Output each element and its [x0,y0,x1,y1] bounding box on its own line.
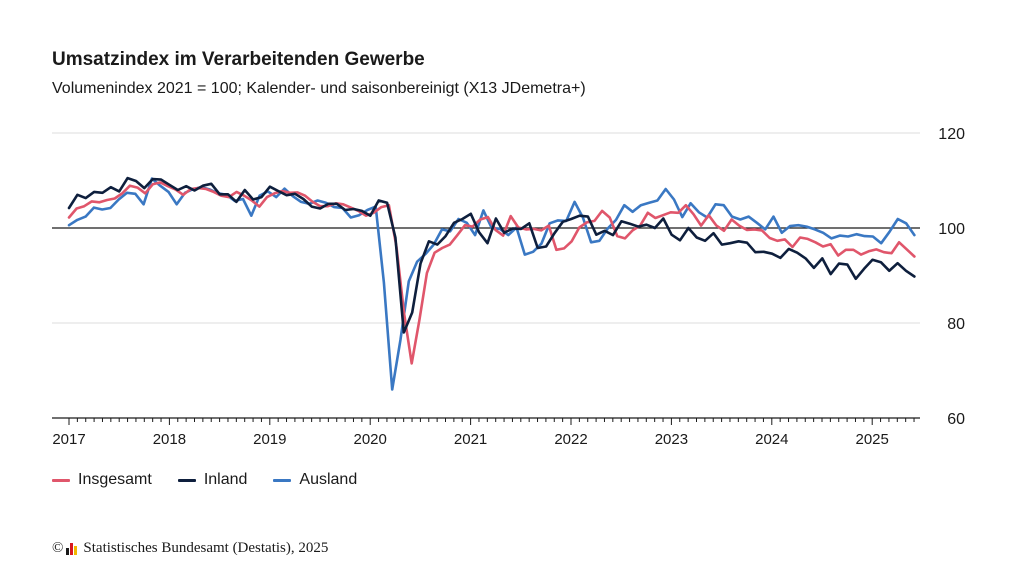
y-tick-label: 100 [938,221,965,238]
source-text: Statistisches Bundesamt (Destatis), 2025 [83,540,329,556]
y-tick-label: 60 [947,411,965,428]
legend-item-ausland[interactable]: Ausland [273,471,357,489]
chart-title: Umsatzindex im Verarbeitenden Gewerbe [52,49,425,70]
x-tick-label: 2021 [454,431,487,448]
copyright-symbol: © [52,540,64,556]
legend-label-insgesamt: Insgesamt [78,471,152,488]
chart-subtitle: Volumenindex 2021 = 100; Kalender- und s… [52,80,586,97]
destatis-logo-icon [66,542,78,555]
series-line-ausland [67,177,916,391]
legend: Insgesamt Inland Ausland [52,471,357,489]
x-axis: 2017 2018 2019 2020 2021 2022 2023 2024 2025 [52,417,920,448]
x-tick-label: 2019 [253,431,286,448]
x-tick-label: 2017 [52,431,85,448]
legend-swatch-inland [177,478,196,482]
series-layer [67,176,916,391]
grid-layer [52,132,920,324]
source-footer: © Statistisches Bundesamt (Destatis), 20… [52,540,328,557]
x-tick-label: 2025 [856,431,889,448]
series-line-inland [67,176,916,334]
x-tick-label: 2020 [354,431,387,448]
x-tick-label: 2022 [554,431,587,448]
y-axis-ticks: 60 80 100 120 [938,126,965,428]
x-tick-label: 2023 [655,431,688,448]
legend-swatch-insgesamt [52,478,70,482]
x-tick-label: 2024 [755,431,788,448]
y-tick-label: 80 [947,316,965,333]
legend-label-ausland: Ausland [299,471,358,488]
x-tick-label: 2018 [153,431,186,448]
series-line-insgesamt [67,181,916,365]
legend-item-inland[interactable]: Inland [177,471,248,489]
legend-swatch-ausland [273,478,292,482]
legend-label-inland: Inland [203,471,248,488]
y-tick-label: 120 [938,126,965,143]
legend-item-insgesamt[interactable]: Insgesamt [52,471,152,489]
